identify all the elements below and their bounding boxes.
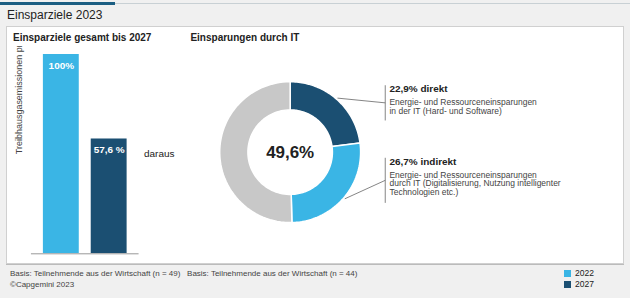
svg-text:57,6 %: 57,6 % xyxy=(94,144,125,155)
svg-text:22,9% direkt: 22,9% direkt xyxy=(390,83,449,94)
svg-text:daraus: daraus xyxy=(144,148,174,159)
svg-text:100%: 100% xyxy=(49,60,75,71)
svg-text:49,6%: 49,6% xyxy=(267,143,315,162)
svg-text:Energie- und Ressourceneinspar: Energie- und Ressourceneinsparungenin de… xyxy=(390,97,538,115)
html-text:Einsparziele 2023: Einsparziele 2023 xyxy=(7,8,103,22)
html-text:Basis: Teilnehmende aus der Wi: Basis: Teilnehmende aus der Wirtschaft (… xyxy=(10,269,358,278)
svg-text:26,7% indirekt: 26,7% indirekt xyxy=(390,156,458,167)
html-text:2027: 2027 xyxy=(575,279,594,289)
html-text:Einsparziele gesamt bis 2027: Einsparziele gesamt bis 2027 xyxy=(13,32,152,43)
svg-text:Treibhausgasemissionen pro Jah: Treibhausgasemissionen pro Jahr xyxy=(14,46,24,154)
html-text:2022: 2022 xyxy=(575,268,594,278)
html-text:Einsparungen durch IT: Einsparungen durch IT xyxy=(190,32,300,43)
html-text:©Capgemini 2023: ©Capgemini 2023 xyxy=(10,280,75,289)
svg-text:Energie- und Ressourceneinspar: Energie- und Ressourceneinsparungendurch… xyxy=(390,170,561,197)
